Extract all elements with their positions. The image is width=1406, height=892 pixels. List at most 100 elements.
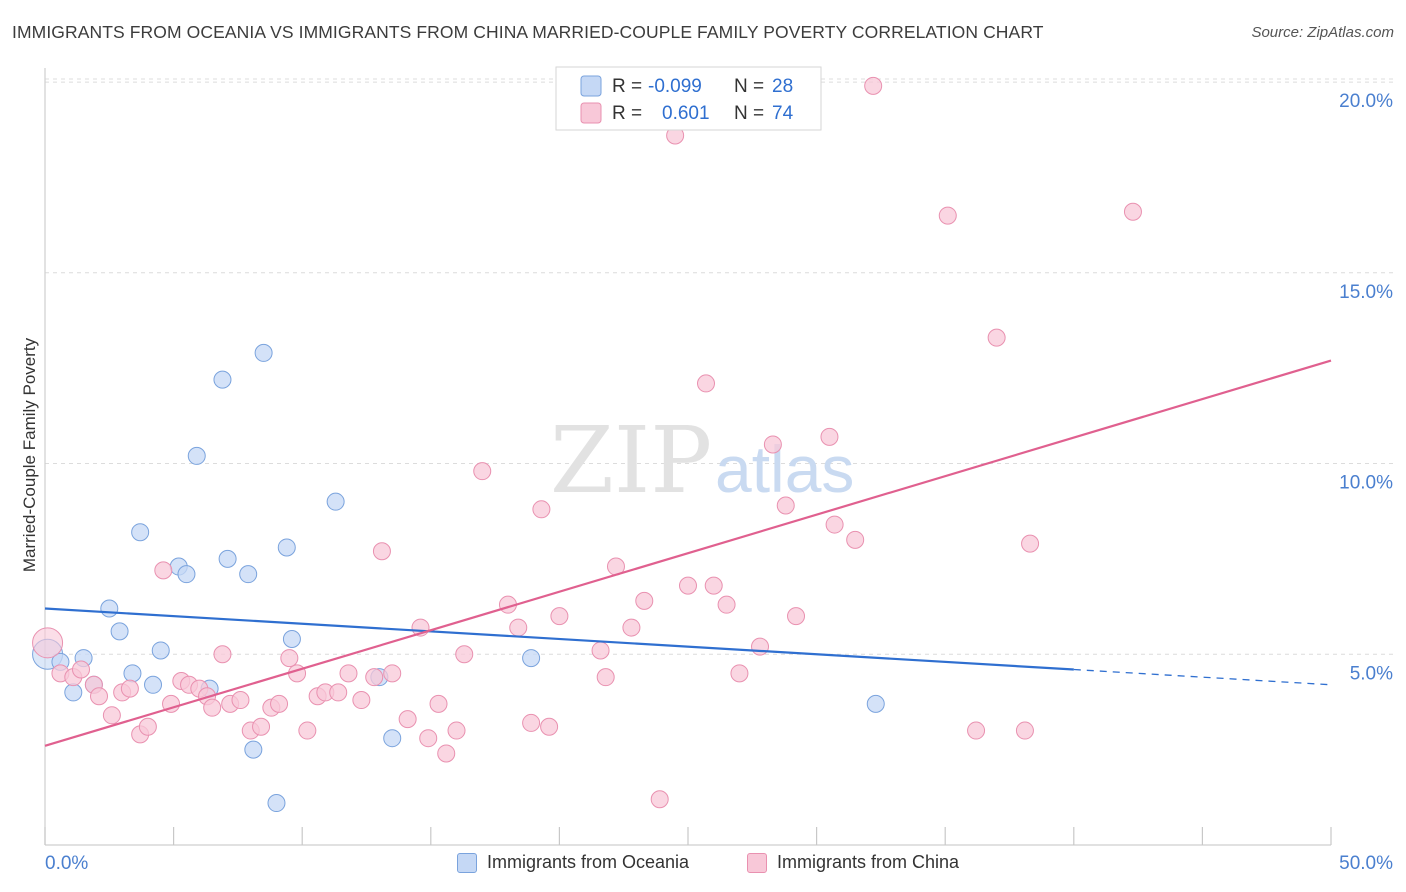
point-oceania [282, 630, 301, 649]
y-tick-label: 15.0% [1339, 282, 1393, 303]
legend-item-oceania: Immigrants from Oceania [457, 852, 689, 873]
point-china [1015, 721, 1034, 740]
point-oceania [239, 565, 258, 584]
point-oceania [131, 523, 150, 542]
point-china [1021, 534, 1040, 553]
chart-source: Source: ZipAtlas.com [1251, 24, 1394, 41]
point-china [365, 668, 384, 687]
point-china [1123, 202, 1142, 221]
point-china [591, 641, 610, 660]
point-china [522, 713, 541, 732]
point-china [967, 721, 986, 740]
point-china [329, 683, 348, 702]
trend-lines [44, 359, 1332, 747]
stats-legend-box: R = -0.099 N = 28 R = 0.601 N = 74 [555, 66, 822, 131]
point-oceania [267, 794, 286, 813]
point-china [846, 530, 865, 549]
point-china [298, 721, 317, 740]
x-tick-label: 50.0% [1339, 853, 1393, 874]
data-points [32, 76, 1142, 813]
point-china [447, 721, 466, 740]
point-oceania [522, 649, 541, 668]
trendline-china [44, 359, 1332, 747]
point-china [138, 717, 157, 736]
point-china [280, 649, 299, 668]
point-china [398, 710, 417, 729]
point-china [252, 717, 271, 736]
point-china [352, 691, 371, 710]
stats-r-label-china: R = [612, 103, 642, 124]
point-china [596, 668, 615, 687]
point-china [622, 618, 641, 637]
point-china [751, 637, 770, 656]
point-oceania [177, 565, 196, 584]
stats-n-label-china: N = [734, 103, 764, 124]
point-china [120, 679, 139, 698]
point-oceania [64, 683, 83, 702]
point-china [154, 561, 173, 580]
point-oceania [123, 664, 142, 683]
watermark: ZIP atlas [550, 407, 854, 514]
point-oceania [213, 370, 232, 389]
point-china [437, 744, 456, 763]
point-oceania [244, 740, 263, 759]
point-china [763, 435, 782, 454]
stats-r-label-oceania: R = [612, 76, 642, 97]
point-oceania [866, 694, 885, 713]
point-china [864, 76, 883, 95]
point-china [90, 687, 109, 706]
point-oceania [151, 641, 170, 660]
stats-swatch-oceania [580, 75, 602, 97]
stats-r-value-china: 0.601 [662, 103, 710, 124]
point-china [429, 694, 448, 713]
point-china [650, 790, 669, 809]
chart-legend: Immigrants from Oceania Immigrants from … [0, 848, 1406, 880]
point-china [532, 500, 551, 519]
point-china [787, 607, 806, 626]
trendline-oceania [44, 607, 1074, 671]
y-tick-label: 5.0% [1350, 663, 1393, 684]
legend-swatch-oceania [457, 852, 477, 873]
point-china [938, 206, 957, 225]
point-china [383, 664, 402, 683]
point-china [231, 691, 250, 710]
point-china [339, 664, 358, 683]
point-china [473, 462, 492, 481]
legend-label-oceania: Immigrants from Oceania [487, 852, 690, 872]
point-oceania [218, 549, 237, 568]
point-oceania [100, 599, 119, 618]
point-china [419, 729, 438, 748]
point-oceania [144, 675, 163, 694]
point-china [540, 717, 559, 736]
stats-n-value-oceania: 28 [772, 76, 793, 97]
point-oceania [110, 622, 129, 641]
point-china [820, 427, 839, 446]
point-china [162, 694, 181, 713]
point-china [825, 515, 844, 534]
point-china [455, 645, 474, 664]
point-china [102, 706, 121, 725]
point-oceania [254, 343, 273, 362]
point-china [72, 660, 91, 679]
stats-n-label-oceania: N = [734, 76, 764, 97]
stats-n-value-china: 74 [772, 103, 794, 124]
legend-swatch-china [747, 852, 767, 873]
watermark-zip: ZIP [550, 407, 712, 514]
stats-r-value-oceania: -0.099 [648, 76, 702, 97]
axes [44, 68, 1332, 846]
point-oceania [187, 446, 206, 465]
y-axis-label: Married-Couple Family Poverty [20, 337, 39, 572]
point-china [32, 627, 64, 659]
chart-title: IMMIGRANTS FROM OCEANIA VS IMMIGRANTS FR… [12, 22, 1044, 42]
point-china [987, 328, 1006, 347]
point-china [372, 542, 391, 561]
point-oceania [277, 538, 296, 557]
tick-labels: 5.0% 10.0% 15.0% 20.0% 0.0% 50.0% [45, 91, 1393, 874]
legend-label-china: Immigrants from China [777, 852, 960, 872]
point-china [697, 374, 716, 393]
trendline-extension-oceania [1073, 668, 1332, 686]
point-china [270, 694, 289, 713]
point-china [717, 595, 736, 614]
point-china [213, 645, 232, 664]
